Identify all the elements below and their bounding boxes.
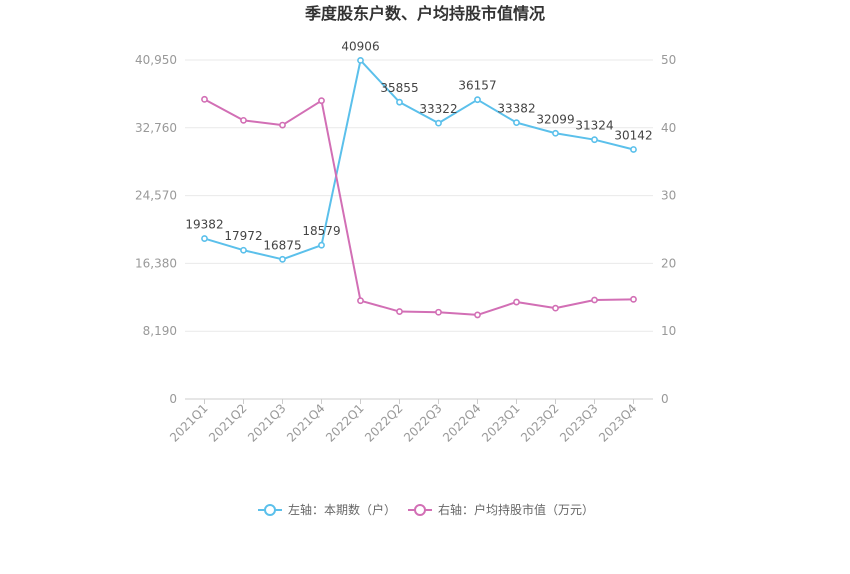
data-label: 30142 xyxy=(614,128,652,142)
data-label: 40906 xyxy=(341,39,379,53)
data-label: 31324 xyxy=(575,119,613,133)
data-point-left xyxy=(318,241,325,249)
x-tick-label: 2022Q2 xyxy=(362,401,406,445)
data-point-right xyxy=(513,298,520,306)
data-point-left xyxy=(396,98,403,106)
data-label: 33382 xyxy=(497,102,535,116)
x-tick-label: 2021Q1 xyxy=(167,401,211,445)
right-tick-label: 30 xyxy=(661,189,676,203)
left-tick-label: 32,760 xyxy=(135,121,177,135)
legend-marker-left xyxy=(264,504,276,516)
chart-title: 季度股东户数、户均持股市值情况 xyxy=(304,4,545,23)
data-point-right xyxy=(396,308,403,315)
data-point-left xyxy=(201,235,208,242)
data-point-left xyxy=(240,246,247,254)
legend-label-right: 右轴：户均持股市值（万元） xyxy=(438,502,594,517)
x-tick-label: 2022Q1 xyxy=(323,401,367,445)
data-label: 16875 xyxy=(263,238,301,252)
data-label: 36157 xyxy=(458,79,496,93)
data-point-left xyxy=(435,119,442,127)
x-tick-label: 2023Q3 xyxy=(557,401,601,445)
right-axis: 0 10 20 30 40 50 xyxy=(661,53,676,406)
x-tick-label: 2023Q1 xyxy=(479,401,523,445)
x-tick-label: 2021Q4 xyxy=(284,401,328,445)
data-point-left xyxy=(591,136,598,144)
legend-marker-right xyxy=(414,504,426,516)
series-layer xyxy=(201,56,637,319)
legend-item-right-series[interactable]: 右轴：户均持股市值（万元） xyxy=(408,502,594,517)
right-tick-label: 0 xyxy=(661,392,669,406)
right-tick-label: 40 xyxy=(661,121,676,135)
data-point-right xyxy=(318,97,325,105)
x-tick-label: 2022Q3 xyxy=(401,401,445,445)
data-label: 35855 xyxy=(380,81,418,95)
data-point-right xyxy=(279,121,286,129)
data-label: 18579 xyxy=(302,224,340,238)
right-tick-label: 50 xyxy=(661,53,676,67)
data-point-left xyxy=(513,119,520,127)
legend[interactable]: 左轴：本期数（户） 右轴：户均持股市值（万元） xyxy=(258,502,594,517)
data-point-right xyxy=(435,308,442,316)
grid xyxy=(185,59,653,400)
left-axis: 0 8,190 16,380 24,570 32,760 40,950 xyxy=(135,53,177,406)
data-label: 33322 xyxy=(419,102,457,116)
data-point-left xyxy=(357,56,364,64)
data-point-right xyxy=(201,95,208,103)
x-tick-label: 2022Q4 xyxy=(440,401,484,445)
data-point-right xyxy=(357,297,364,305)
data-point-left xyxy=(474,96,481,104)
left-tick-label: 40,950 xyxy=(135,53,177,67)
left-tick-label: 8,190 xyxy=(143,324,177,338)
x-tick-label: 2023Q4 xyxy=(596,401,640,445)
legend-label-left: 左轴：本期数（户） xyxy=(288,502,396,517)
x-tick-label: 2021Q3 xyxy=(245,401,289,445)
series-line-right xyxy=(204,98,634,316)
data-point-left xyxy=(552,129,559,137)
data-label: 32099 xyxy=(536,112,574,126)
legend-item-left-series[interactable]: 左轴：本期数（户） xyxy=(258,502,396,517)
x-tick-label: 2021Q2 xyxy=(206,401,250,445)
data-point-right xyxy=(474,311,481,319)
x-tick-label: 2023Q2 xyxy=(518,401,562,445)
series-line-left xyxy=(204,59,634,261)
data-point-left xyxy=(279,255,286,263)
data-point-right xyxy=(552,304,559,312)
right-tick-label: 20 xyxy=(661,256,676,270)
data-label: 19382 xyxy=(185,218,223,232)
data-point-left xyxy=(630,146,637,153)
left-tick-label: 24,570 xyxy=(135,189,177,203)
right-tick-label: 10 xyxy=(661,324,676,338)
left-tick-label: 0 xyxy=(169,392,177,406)
left-tick-label: 16,380 xyxy=(135,256,177,270)
data-point-right xyxy=(630,295,637,303)
x-axis: 2021Q12021Q22021Q32021Q42022Q12022Q22022… xyxy=(167,399,640,445)
data-point-right xyxy=(240,116,247,124)
data-label: 17972 xyxy=(224,229,262,243)
data-point-right xyxy=(591,296,598,304)
